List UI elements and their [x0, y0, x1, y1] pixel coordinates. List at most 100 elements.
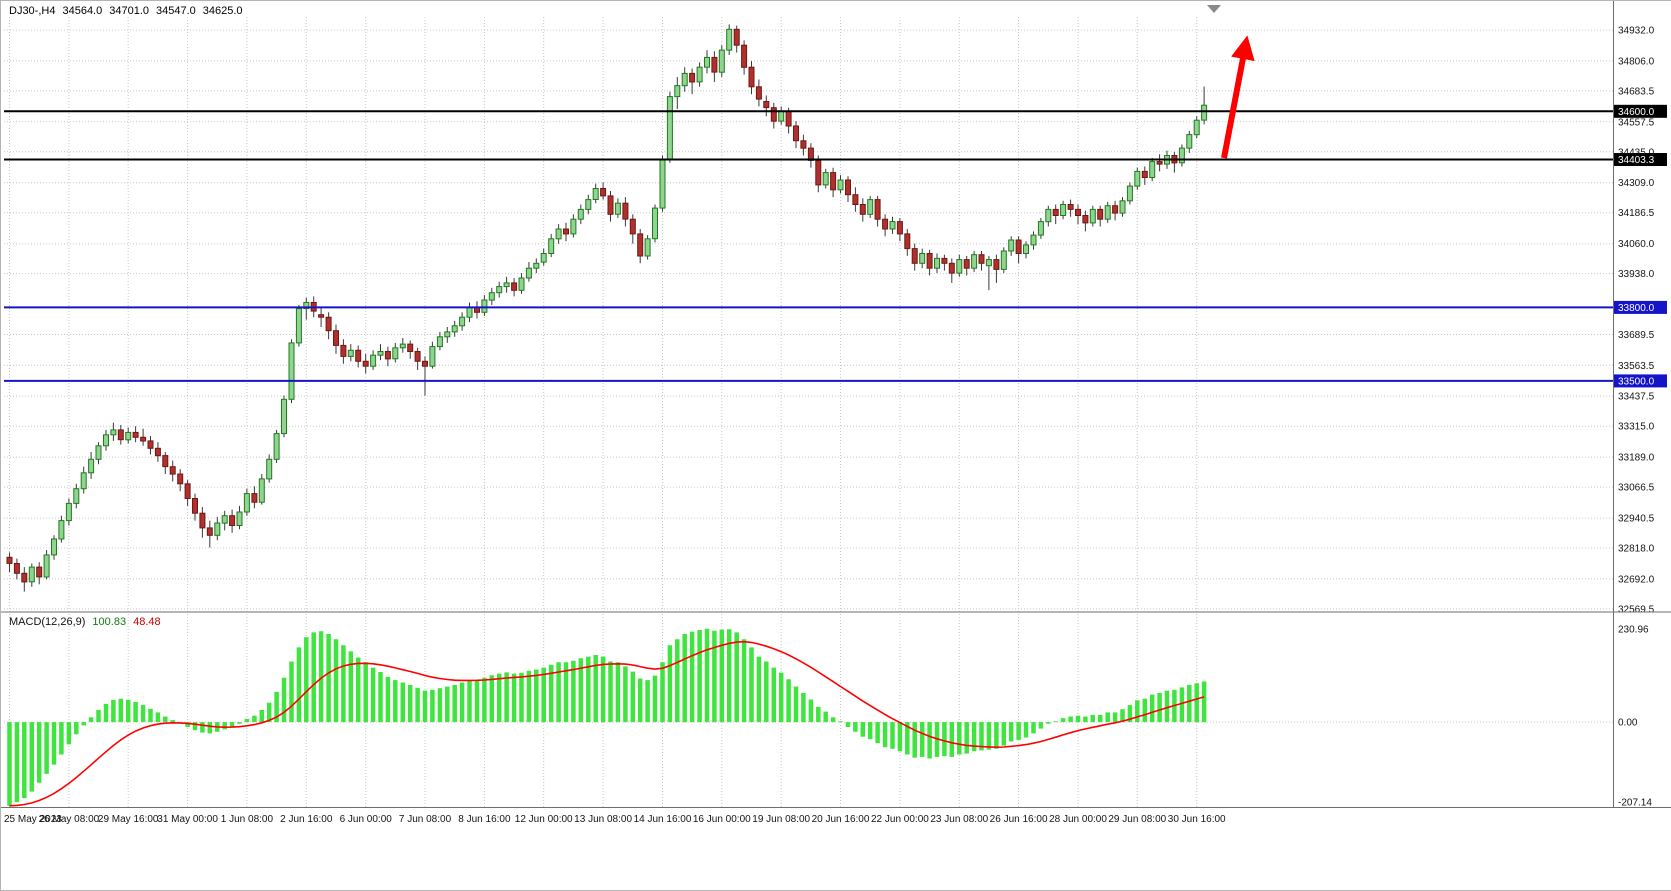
pane-separators	[1, 1, 1671, 808]
time-axis-label: 2 Jun 16:00	[280, 814, 333, 825]
candle	[1134, 170, 1141, 187]
candle	[147, 440, 154, 449]
candle	[1104, 205, 1111, 220]
candle	[370, 354, 377, 367]
time-axis-label: 12 Jun 00:00	[515, 814, 573, 825]
candle	[704, 56, 710, 68]
candle	[281, 398, 287, 435]
price-axis-tick-label: 34683.5	[1618, 86, 1655, 97]
candle	[681, 72, 688, 87]
price-axis-tick-label: 34557.5	[1618, 117, 1655, 128]
time-axis-label: 19 Jun 08:00	[752, 814, 810, 825]
candle	[1178, 147, 1185, 164]
candle	[511, 282, 518, 291]
candle	[533, 262, 540, 269]
candle	[154, 447, 161, 457]
candle	[1112, 205, 1119, 214]
candle	[525, 267, 532, 279]
high-value: 34701.0	[109, 5, 149, 17]
candle	[407, 343, 414, 353]
candle	[451, 325, 458, 333]
candle	[800, 140, 807, 149]
candle	[273, 433, 280, 460]
macd-axis[interactable]: 230.96 0.00 -207.14	[1618, 624, 1652, 808]
candle	[125, 431, 132, 441]
candle	[592, 188, 599, 200]
candle	[518, 277, 525, 291]
candle	[221, 515, 228, 524]
candle	[251, 493, 258, 503]
candle	[971, 254, 978, 269]
candle	[288, 342, 295, 400]
candle	[689, 72, 696, 83]
candle	[867, 199, 874, 215]
candle	[384, 351, 391, 360]
candle	[1067, 204, 1074, 210]
candle	[58, 520, 65, 540]
candle	[103, 434, 109, 447]
price-axis-tick-label: 33938.0	[1618, 269, 1655, 280]
time-axis-label: 7 Jun 08:00	[399, 814, 452, 825]
price-axis-tick-label: 34060.0	[1618, 239, 1655, 250]
time-axis-label: 20 Jun 16:00	[812, 814, 870, 825]
candle	[1037, 221, 1044, 236]
candle	[199, 512, 206, 529]
candle	[1000, 250, 1007, 270]
candle	[229, 515, 236, 527]
candle	[117, 429, 124, 441]
candle	[1015, 239, 1022, 254]
macd-params-label: MACD(12,26,9)	[9, 616, 86, 628]
trend-arrow[interactable]	[1221, 35, 1255, 159]
time-axis-label: 30 Jun 16:00	[1168, 814, 1226, 825]
candle	[258, 478, 265, 503]
candle	[333, 330, 339, 346]
shift-end-marker-icon[interactable]	[1207, 5, 1221, 13]
candle	[422, 360, 428, 367]
candle	[919, 253, 926, 264]
grid-lines	[4, 17, 1613, 807]
candle	[793, 125, 799, 142]
candle	[726, 28, 733, 51]
time-axis-label: 29 May 16:00	[98, 814, 159, 825]
price-tag	[1614, 153, 1667, 166]
candle	[436, 336, 443, 348]
price-axis-tick-label: 33066.5	[1618, 483, 1655, 494]
candle	[948, 262, 955, 274]
candle	[184, 483, 191, 499]
candle	[236, 511, 243, 526]
candle	[904, 233, 911, 250]
candle	[926, 253, 933, 269]
candle	[503, 282, 510, 288]
candle	[1030, 234, 1037, 246]
candle	[763, 101, 770, 109]
candle	[563, 228, 569, 235]
candle	[644, 238, 651, 257]
candle	[1052, 208, 1059, 216]
candle	[711, 56, 718, 73]
candle	[295, 308, 302, 344]
price-axis-tick-label: 32818.0	[1618, 544, 1655, 555]
time-axis-label: 23 Jun 08:00	[930, 814, 988, 825]
candle	[614, 202, 621, 215]
candle	[318, 314, 325, 318]
candle	[911, 248, 918, 264]
candle	[637, 233, 644, 257]
candle	[622, 202, 629, 220]
candle	[659, 158, 666, 209]
candle	[110, 429, 117, 436]
time-axis-label: 8 Jun 16:00	[458, 814, 511, 825]
candle	[1045, 208, 1052, 223]
price-axis[interactable]: 34932.0 34806.0 34683.5 34557.5 34435.0 34309…	[1618, 26, 1655, 616]
candle	[177, 473, 184, 485]
candle	[874, 199, 881, 220]
candle	[399, 343, 406, 349]
candle	[214, 522, 221, 536]
candle	[1097, 208, 1104, 220]
candle	[934, 257, 940, 269]
candle	[1149, 161, 1156, 179]
macd-axis-tick-label: -207.14	[1618, 798, 1652, 809]
time-axis-label: 6 Jun 00:00	[340, 814, 393, 825]
candle	[629, 218, 636, 235]
